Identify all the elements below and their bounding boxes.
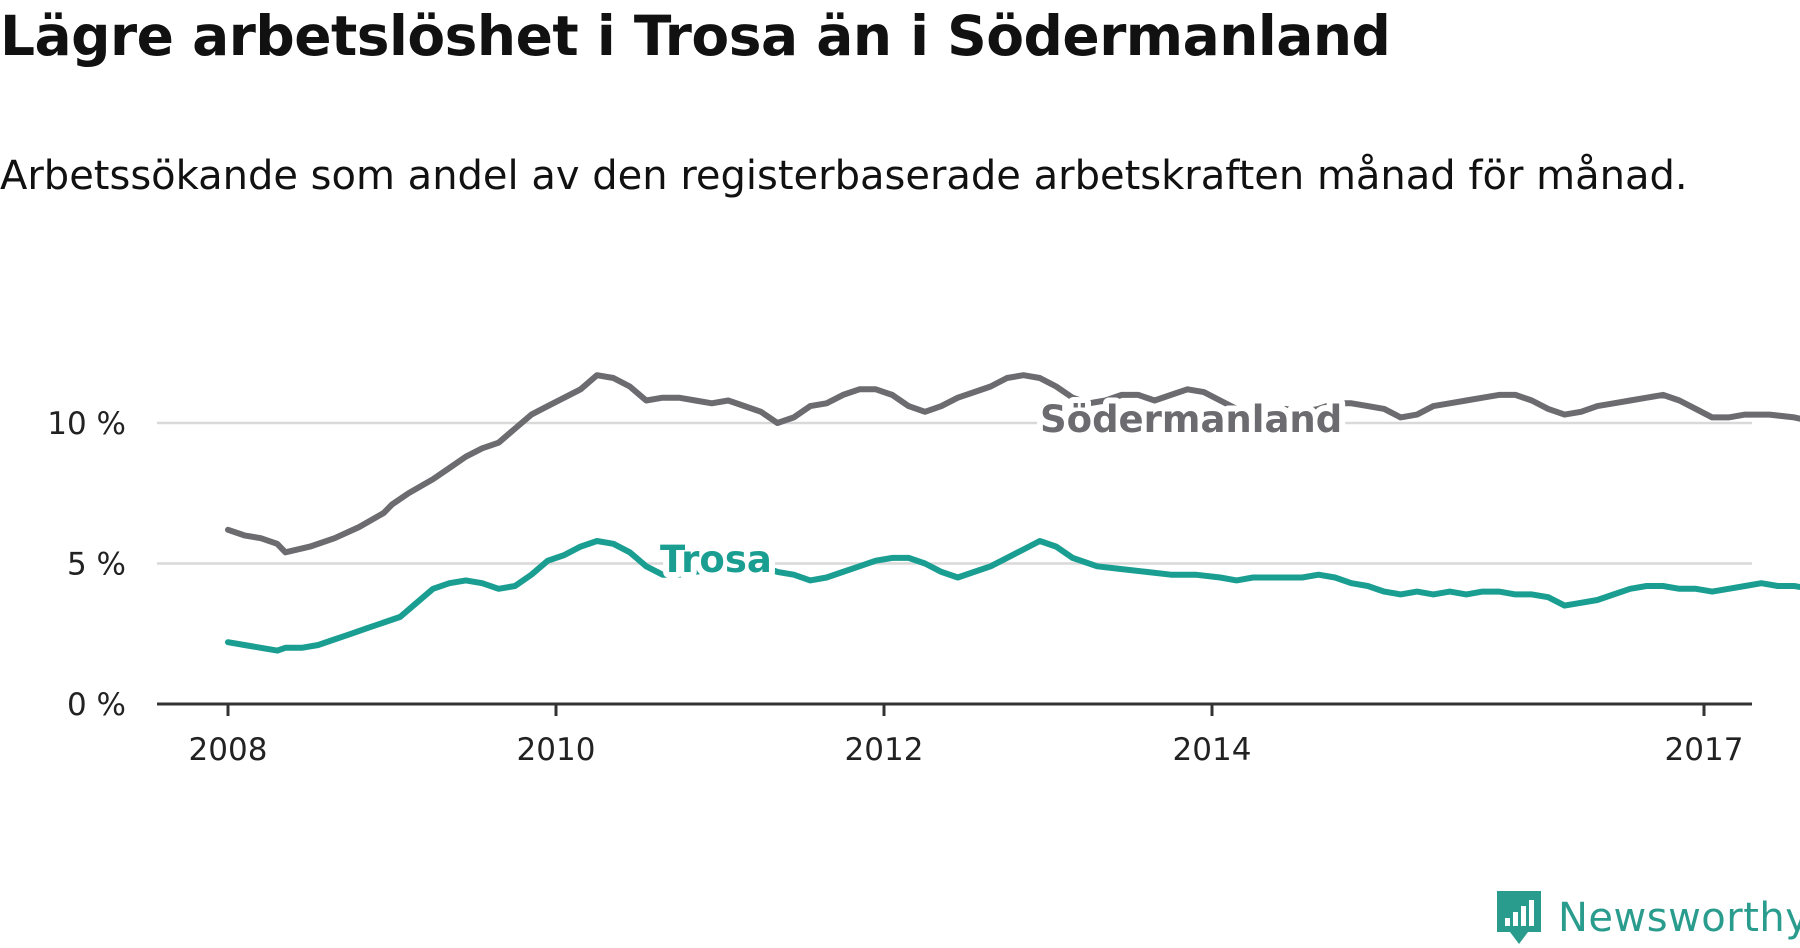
series-line-trosa xyxy=(225,538,1800,654)
series-labels: SödermanlandSödermanlandTrosaTrosa8,6 %3… xyxy=(654,392,1348,587)
chart-subtitle: Arbetssökande som andel av den registerb… xyxy=(0,153,1688,199)
x-tick-label: 2010 xyxy=(517,732,596,768)
series-layer xyxy=(225,372,1800,654)
y-tick-label: 5 % xyxy=(67,547,126,583)
x-axis: 200820102012201420172019202120232025 xyxy=(157,702,1752,768)
newsworthy-logo-icon xyxy=(1497,891,1541,944)
series-line-sdermanland xyxy=(225,372,1800,556)
x-tick-label: 2017 xyxy=(1665,732,1744,768)
y-tick-label: 0 % xyxy=(67,687,126,723)
chart-title: Lägre arbetslöshet i Trosa än i Söderman… xyxy=(0,4,1391,68)
x-tick-label: 2014 xyxy=(1173,732,1252,768)
series-label: Trosa xyxy=(660,538,772,581)
newsworthy-logo[interactable]: Newsworthy xyxy=(1494,888,1800,948)
y-tick-label: 10 % xyxy=(47,406,126,442)
newsworthy-logo-text: Newsworthy xyxy=(1558,895,1800,941)
series-label-halo: Trosa xyxy=(660,538,772,581)
series-label: Södermanland xyxy=(1040,398,1342,441)
x-tick-label: 2008 xyxy=(189,732,268,768)
x-tick-label: 2012 xyxy=(845,732,924,768)
series-label-halo: Södermanland xyxy=(1040,398,1342,441)
grid-layer: 0 % 5 % 10 % xyxy=(47,406,1752,723)
